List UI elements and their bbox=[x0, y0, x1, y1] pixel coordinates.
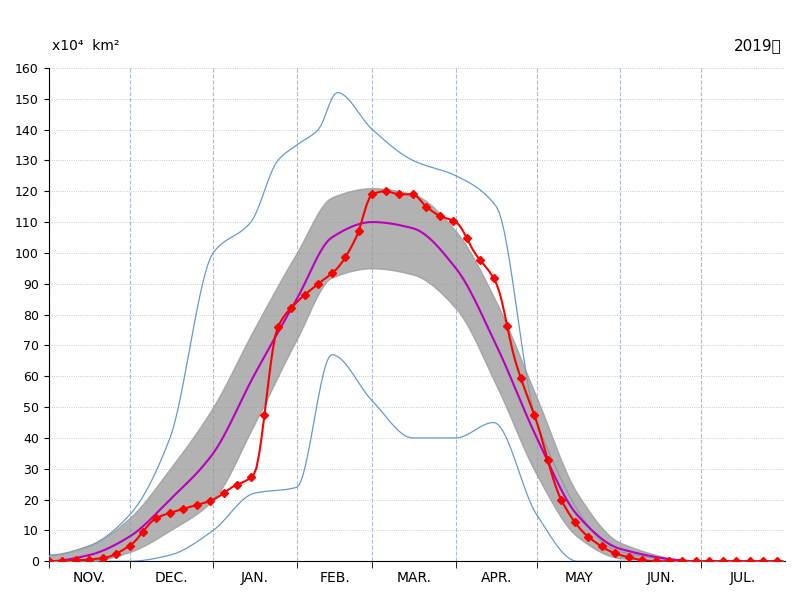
Text: 2019年: 2019年 bbox=[734, 38, 782, 53]
Text: x10⁴  km²: x10⁴ km² bbox=[52, 39, 120, 53]
